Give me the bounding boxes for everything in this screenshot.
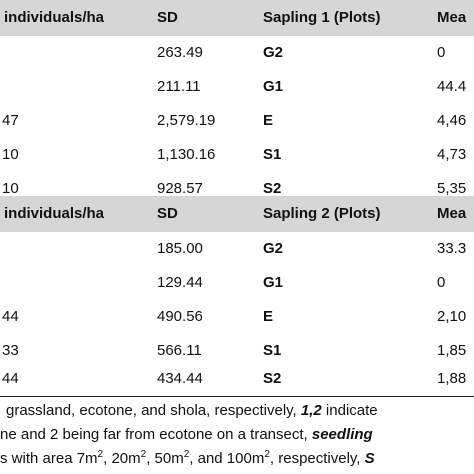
footnote-emphasis: S [364,450,375,467]
header-individuals-per-ha: individuals/ha [4,205,105,222]
cell-mean: 0 [437,44,446,61]
cell-individuals: 33 [2,342,19,359]
cell-sd: 129.44 [157,274,203,291]
table-row: 185.00 G2 33.3 [0,232,474,266]
table-bottom-rule [0,396,474,397]
cell-plot: G2 [263,44,284,61]
footnote-line-3: s with area 7m2, 20m2, 50m2, and 100m2, … [0,447,474,471]
cell-sd: 490.56 [157,308,203,325]
footnote-emphasis: 1,2 [300,402,322,419]
table-row: 44 434.44 S2 1,88 [0,362,474,396]
cell-sd: 928.57 [157,180,203,197]
cell-mean: 5,35 [437,180,467,197]
header-individuals-per-ha: individuals/ha [4,9,105,26]
header-sapling-1-plots: Sapling 1 (Plots) [263,9,381,26]
cell-mean: 33.3 [437,240,467,257]
footnote-text: indicate [321,402,378,419]
header-mean: Mea [437,205,467,222]
footnote-text: ne and 2 being far from ecotone on a tra… [0,426,312,443]
cell-plot: E [263,112,274,129]
cell-mean: 4,73 [437,146,467,163]
footnote-text: s with area 7m [0,450,98,467]
cell-mean: 1,88 [437,370,467,387]
footnote-text: , 50m [146,450,184,467]
cell-plot: S1 [263,342,282,359]
superscript: 2 [97,449,104,460]
cell-plot: G2 [263,240,284,257]
cell-sd: 263.49 [157,44,203,61]
table-row: 33 566.11 S1 1,85 [0,334,474,368]
header-sapling-2-plots: Sapling 2 (Plots) [263,205,381,222]
cell-plot: E [263,308,274,325]
table-row: 211.11 G1 44.4 [0,70,474,104]
cell-sd: 434.44 [157,370,203,387]
cell-sd: 185.00 [157,240,203,257]
footnote-line-1: grassland, ecotone, and shola, respectiv… [0,399,474,423]
table-row: 263.49 G2 0 [0,36,474,70]
cell-individuals: 44 [2,308,19,325]
table-footnote: grassland, ecotone, and shola, respectiv… [0,399,474,471]
superscript: 2 [140,449,147,460]
cell-plot: G1 [263,78,284,95]
cell-mean: 44.4 [437,78,467,95]
table-header-band-1: individuals/ha SD Sapling 1 (Plots) Mea [0,0,474,36]
footnote-text: , and 100m [189,450,265,467]
cell-mean: 0 [437,274,446,291]
table-header-band-2: individuals/ha SD Sapling 2 (Plots) Mea [0,196,474,232]
cell-mean: 4,46 [437,112,467,129]
cell-individuals: 47 [2,112,19,129]
table-row: 10 928.57 S2 5,35 [0,172,474,206]
superscript: 2 [183,449,190,460]
header-sd: SD [157,205,178,222]
cell-sd: 211.11 [157,78,201,95]
cell-mean: 2,10 [437,308,467,325]
footnote-text: , 20m [103,450,141,467]
table-row: 47 2,579.19 E 4,46 [0,104,474,138]
cell-sd: 2,579.19 [157,112,216,129]
superscript: 2 [264,449,270,460]
cell-plot: S1 [263,146,282,163]
cell-individuals: 10 [2,146,19,163]
cell-sd: 566.11 [157,342,202,359]
footnote-text: , respectively, [269,450,365,467]
footnote-line-2: ne and 2 being far from ecotone on a tra… [0,423,474,447]
table-row: 129.44 G1 0 [0,266,474,300]
footnote-text: grassland, ecotone, and shola, respectiv… [6,402,301,419]
cell-individuals: 10 [2,180,19,197]
header-mean: Mea [437,9,467,26]
cell-sd: 1,130.16 [157,146,216,163]
footnote-emphasis: seedling [311,426,373,443]
header-sd: SD [157,9,178,26]
table-row: 10 1,130.16 S1 4,73 [0,138,474,172]
cell-plot: S2 [263,180,282,197]
cell-individuals: 44 [2,370,19,387]
table-row: 44 490.56 E 2,10 [0,300,474,334]
cell-plot: G1 [263,274,284,291]
cell-mean: 1,85 [437,342,467,359]
cell-plot: S2 [263,370,282,387]
